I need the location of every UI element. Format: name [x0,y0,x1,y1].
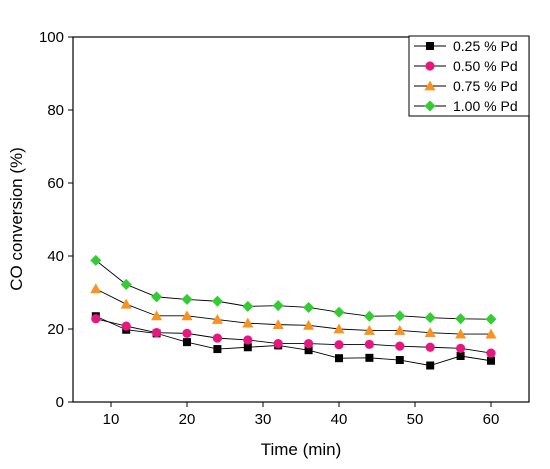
data-point-0-75-pd [424,327,436,338]
data-point-0-25-pd [456,352,465,361]
x-tick-label: 20 [179,411,196,428]
series-lines [95,260,492,366]
data-point-0-50-pd [395,341,405,351]
legend-label-0-50-pd: 0.50 % Pd [453,58,518,74]
data-point-1-00-pd [485,313,497,325]
legend-marker-0-50-pd [425,61,435,71]
data-point-0-25-pd [213,345,222,354]
data-point-1-00-pd [211,295,223,307]
legend-label-1-00-pd: 1.00 % Pd [453,98,518,114]
y-tick-label: 20 [47,321,64,338]
data-point-1-00-pd [363,310,375,322]
data-point-0-75-pd [485,328,497,339]
series-line-0-75-pd [95,288,491,335]
y-tick-label: 80 [47,102,64,119]
data-point-0-50-pd [121,321,131,331]
data-point-0-75-pd [90,283,102,294]
data-point-1-00-pd [424,312,436,324]
data-point-0-75-pd [181,310,193,321]
data-point-1-00-pd [455,313,467,325]
series-line-1-00-pd [95,260,492,320]
data-point-1-00-pd [242,300,254,312]
y-tick-label: 40 [47,248,64,265]
series-markers [90,254,497,370]
x-tick-label: 40 [331,411,348,428]
data-point-0-25-pd [243,343,252,352]
data-point-1-00-pd [303,301,315,313]
data-point-0-75-pd [272,319,284,330]
axis-ticks: 10 20 30 40 50 60 0 20 40 60 80 100 [39,29,499,428]
series-line-0-50-pd [95,318,492,354]
data-point-0-75-pd [455,328,467,339]
data-point-1-00-pd [151,291,163,303]
data-point-0-50-pd [304,339,314,349]
series-line-0-25-pd [95,315,492,366]
data-point-0-75-pd [333,323,345,334]
data-point-0-75-pd [394,324,406,335]
data-point-0-50-pd [91,314,101,324]
data-point-0-25-pd [304,346,313,355]
x-tick-label: 50 [407,411,424,428]
data-point-1-00-pd [272,300,284,312]
data-point-1-00-pd [394,310,406,322]
x-tick-label: 30 [255,411,272,428]
data-point-0-75-pd [211,314,223,324]
data-point-0-75-pd [242,317,254,328]
legend: 0.25 % Pd 0.50 % Pd 0.75 % Pd 1.00 % Pd [408,35,530,117]
data-point-0-50-pd [364,339,374,349]
data-point-0-50-pd [273,339,283,349]
y-axis-title: CO conversion (%) [7,147,26,291]
data-point-0-25-pd [365,353,374,362]
data-point-1-00-pd [333,306,345,318]
data-point-1-00-pd [120,278,132,290]
legend-label-0-75-pd: 0.75 % Pd [453,78,518,94]
legend-marker-0-75-pd [424,80,436,91]
data-point-0-50-pd [182,328,192,338]
data-point-0-25-pd [335,354,343,363]
legend-label-0-25-pd: 0.25 % Pd [453,38,518,54]
data-point-0-50-pd [152,328,162,338]
x-tick-label: 60 [483,411,500,428]
y-tick-label: 0 [56,394,64,411]
data-point-0-50-pd [456,343,466,353]
plot-frame [72,36,530,403]
data-point-0-75-pd [303,319,315,330]
legend-marker-0-25-pd [426,42,434,50]
data-point-0-25-pd [426,361,435,370]
x-axis-title: Time (min) [261,440,342,459]
data-point-0-50-pd [334,340,344,350]
data-point-1-00-pd [181,293,193,305]
data-point-0-75-pd [363,324,375,335]
data-point-0-25-pd [487,356,495,365]
x-tick-label: 10 [103,411,120,428]
data-point-0-75-pd [120,298,132,309]
data-point-0-50-pd [486,348,496,358]
data-point-0-50-pd [212,333,222,343]
data-point-0-25-pd [183,338,191,347]
data-point-1-00-pd [90,254,102,266]
y-tick-label: 60 [47,175,64,192]
data-point-0-25-pd [395,356,404,365]
data-point-0-75-pd [151,310,163,321]
data-point-0-50-pd [243,335,253,345]
legend-marker-1-00-pd [424,100,436,112]
y-tick-label: 100 [39,29,64,46]
data-point-0-50-pd [425,342,435,352]
